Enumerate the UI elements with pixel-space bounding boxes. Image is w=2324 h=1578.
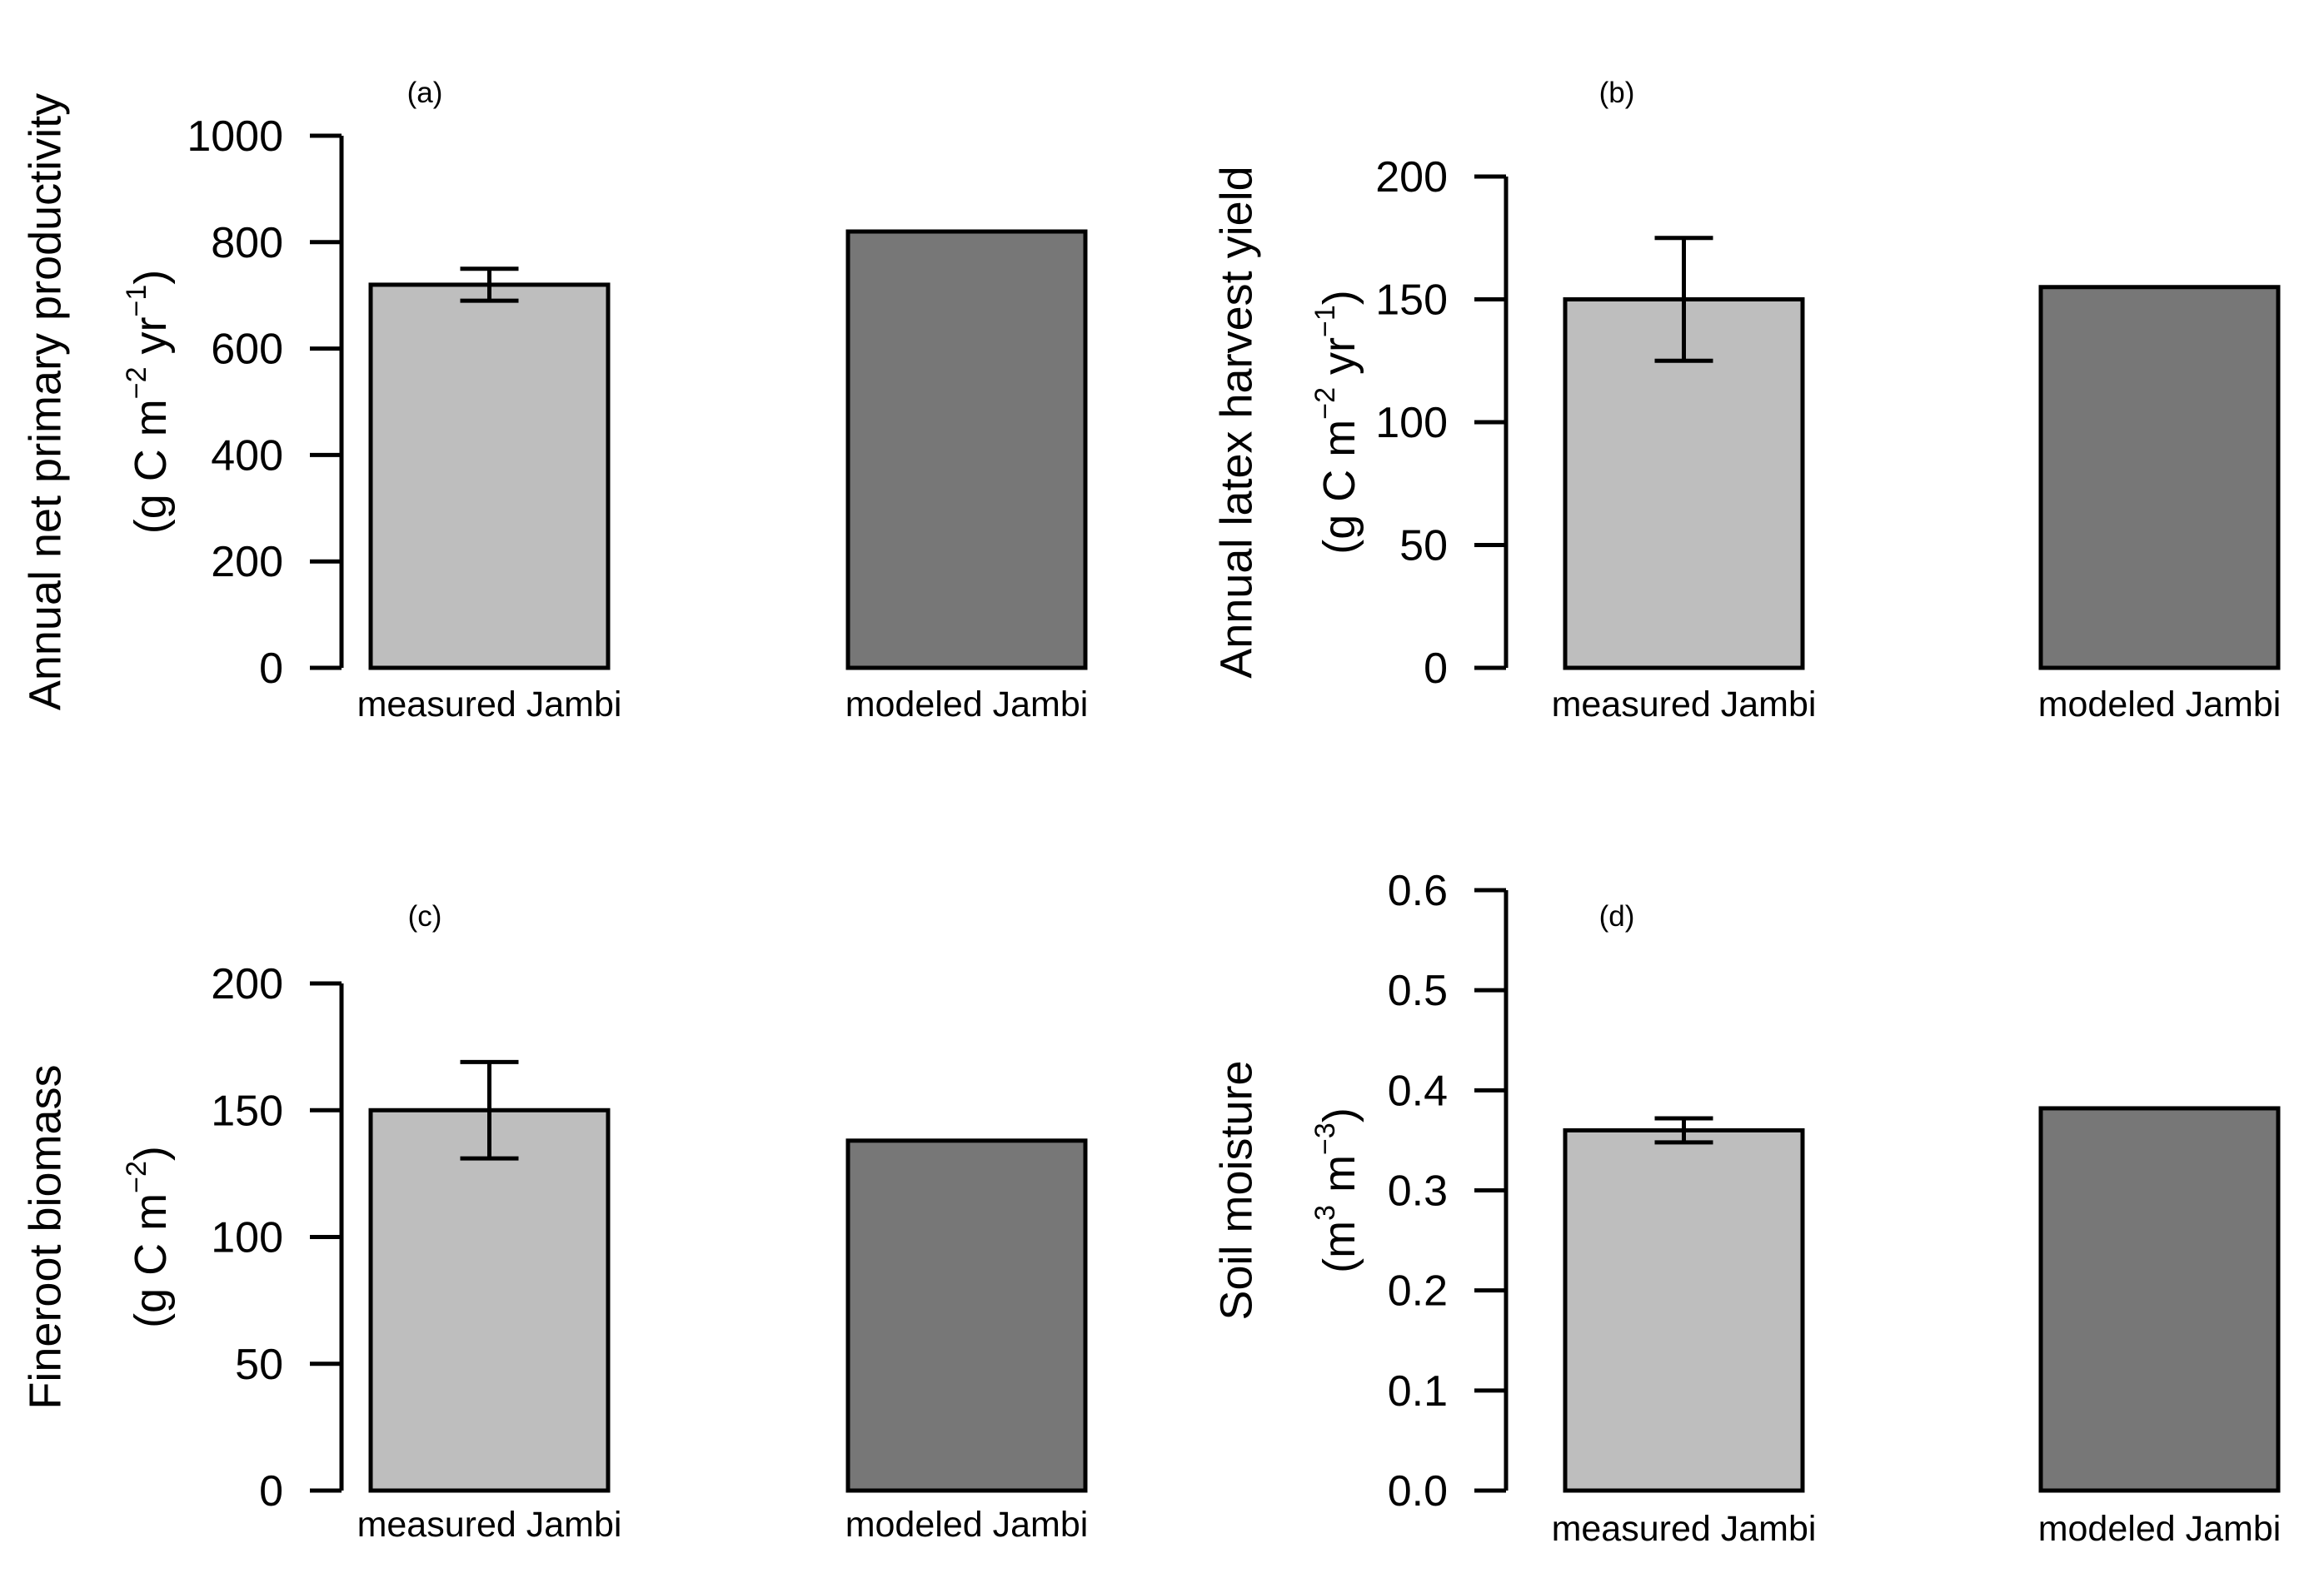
y-tick-label: 0.6	[1388, 867, 1448, 915]
y-tick-label: 200	[211, 538, 283, 586]
y-tick-label: 100	[211, 1214, 283, 1262]
chart-panel-1: 0 200 400 600 800 1000 measured Jambi modeled J…	[20, 77, 1088, 724]
y-axis-units: (g C m−2 yr−1)	[1309, 290, 1364, 555]
chart-panel-2: 0 50 100 150 200 measured Jambi modeled Jambi (…	[1211, 77, 2281, 724]
bar-measured	[368, 1108, 611, 1493]
y-tick-label: 50	[1399, 522, 1448, 570]
y-tick-label: 0	[259, 1467, 283, 1516]
y-tick-label: 200	[1375, 153, 1448, 202]
bar-modeled	[845, 229, 1088, 670]
bar-modeled	[2038, 1106, 2281, 1493]
x-category-label: measured Jambi	[1552, 1509, 1817, 1549]
panel-label: (d)	[1599, 900, 1635, 933]
y-tick-label: 0.3	[1388, 1167, 1448, 1216]
panel-label: (b)	[1599, 77, 1635, 109]
y-axis-title: Soil moisture	[1211, 1060, 1261, 1320]
y-tick-label: 400	[211, 431, 283, 480]
error-bar	[460, 1059, 519, 1161]
y-tick-label: 0	[259, 645, 283, 693]
bar-measured	[1563, 1127, 1805, 1493]
bar-measured	[1563, 297, 1805, 670]
y-tick-label: 200	[211, 960, 283, 1008]
chart-panel-3: 0 50 100 150 200 measured Jambi modeled Jambi (…	[20, 900, 1088, 1545]
y-tick-label: 0.1	[1388, 1367, 1448, 1416]
error-bar	[1654, 1116, 1713, 1145]
y-tick-label: 0.5	[1388, 967, 1448, 1015]
error-bar	[1654, 236, 1713, 363]
x-category-label: measured Jambi	[357, 1505, 622, 1545]
y-tick-label: 0	[1424, 645, 1448, 693]
y-tick-label: 0.0	[1388, 1467, 1448, 1516]
x-category-label: modeled Jambi	[2038, 1509, 2282, 1549]
x-category-label: modeled Jambi	[2038, 684, 2282, 724]
y-tick-label: 800	[211, 219, 283, 267]
y-tick-label: 0.2	[1388, 1267, 1448, 1316]
x-category-label: measured Jambi	[1552, 684, 1817, 724]
panel-label: (c)	[408, 900, 442, 933]
y-tick-label: 100	[1375, 399, 1448, 447]
y-tick-label: 600	[211, 326, 283, 374]
y-tick-label: 150	[211, 1087, 283, 1135]
x-category-label: modeled Jambi	[845, 1505, 1089, 1545]
y-tick-label: 50	[235, 1341, 283, 1389]
bar-modeled	[2038, 285, 2281, 670]
bar-modeled	[845, 1138, 1088, 1493]
y-axis-title: Annual net primary productivity	[20, 93, 70, 710]
bar-measured	[368, 282, 611, 670]
y-axis-title: Fineroot biomass	[20, 1064, 70, 1409]
panel-label: (a)	[407, 77, 443, 109]
y-axis-units: (g C m−2)	[121, 1146, 176, 1328]
x-category-label: measured Jambi	[357, 684, 622, 724]
y-axis-units: (g C m−2 yr−1)	[121, 270, 176, 535]
x-category-label: modeled Jambi	[845, 684, 1089, 724]
y-axis-title: Annual latex harvest yield	[1211, 166, 1261, 678]
y-tick-label: 0.4	[1388, 1067, 1448, 1115]
error-bar	[460, 266, 519, 303]
y-tick-label: 1000	[187, 112, 283, 161]
y-tick-label: 150	[1375, 276, 1448, 325]
y-axis-units: (m3 m−3)	[1309, 1108, 1364, 1273]
chart-panel-4: 0.0 0.1 0.2 0.3 0.4 0.5 0.6 measured Jambi model…	[1211, 867, 2281, 1549]
